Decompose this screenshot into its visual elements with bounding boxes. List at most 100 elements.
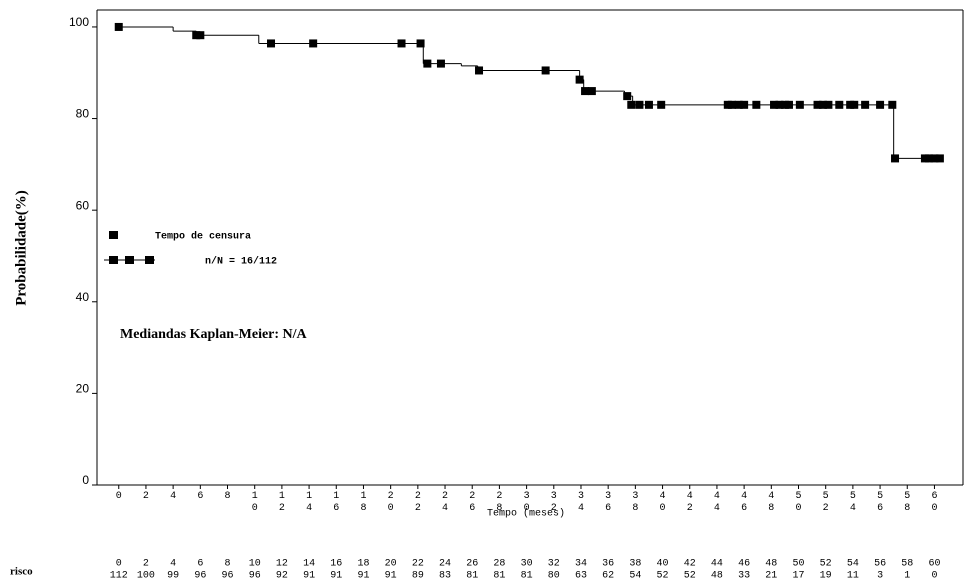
risk-time: 22	[412, 559, 424, 570]
y-tick-label: 0	[82, 473, 89, 487]
censor-mark	[623, 92, 632, 101]
censor-mark	[196, 31, 205, 40]
censor-mark	[267, 39, 276, 48]
censor-mark	[727, 100, 736, 109]
risk-count: 92	[276, 571, 288, 582]
censor-mark	[397, 39, 406, 48]
risk-time: 34	[575, 559, 587, 570]
risk-time: 48	[765, 559, 777, 570]
censor-mark	[644, 100, 653, 109]
risk-time: 52	[820, 559, 832, 570]
risk-time: 26	[466, 559, 478, 570]
risk-count: 54	[629, 571, 641, 582]
censor-mark	[723, 100, 732, 109]
risk-time: 50	[792, 559, 804, 570]
risk-time: 36	[602, 559, 614, 570]
risk-count: 81	[521, 571, 533, 582]
censor-mark	[876, 100, 885, 109]
x-tick-label: 6	[197, 491, 203, 502]
risk-time: 14	[303, 559, 315, 570]
risk-count: 96	[222, 571, 234, 582]
risk-count: 52	[657, 571, 669, 582]
risk-count: 52	[684, 571, 696, 582]
risk-time: 10	[249, 559, 261, 570]
risk-count: 96	[249, 571, 261, 582]
risk-count: 91	[385, 571, 397, 582]
censor-mark	[891, 154, 900, 163]
risk-count: 0	[931, 571, 937, 582]
risk-count: 11	[847, 571, 859, 582]
risk-time: 38	[629, 559, 641, 570]
risk-time: 24	[439, 559, 451, 570]
risk-count: 83	[439, 571, 451, 582]
censor-mark	[795, 100, 804, 109]
risk-time: 46	[738, 559, 750, 570]
risk-count: 48	[711, 571, 723, 582]
risk-count: 63	[575, 571, 587, 582]
censor-mark	[309, 39, 318, 48]
risk-count: 19	[820, 571, 832, 582]
y-axis-label: Probabilidade(%)	[13, 190, 29, 306]
legend-line-marker	[125, 256, 134, 264]
risk-count: 91	[357, 571, 369, 582]
legend-line-marker	[109, 256, 118, 264]
y-tick-label: 20	[76, 382, 90, 396]
censor-mark	[114, 22, 123, 31]
censor-mark	[935, 154, 944, 163]
risk-time: 4	[170, 559, 176, 570]
censor-mark	[581, 87, 590, 96]
x-tick-label: 4	[170, 491, 176, 502]
risk-count: 99	[167, 571, 179, 582]
censor-mark	[824, 100, 833, 109]
censor-mark	[784, 100, 793, 109]
risk-label: risco	[10, 566, 33, 578]
censor-mark	[920, 154, 929, 163]
risk-count: 21	[765, 571, 777, 582]
x-tick-label: 2	[143, 491, 149, 502]
risk-count: 89	[412, 571, 424, 582]
risk-time: 42	[684, 559, 696, 570]
risk-time: 58	[901, 559, 913, 570]
x-axis-label: Tempo (meses)	[487, 508, 565, 520]
censor-mark	[775, 100, 784, 109]
censor-mark	[416, 39, 425, 48]
risk-count: 91	[303, 571, 315, 582]
censor-mark	[850, 100, 859, 109]
legend-censor-swatch	[109, 231, 118, 239]
censor-mark	[925, 154, 934, 163]
censor-mark	[813, 100, 822, 109]
risk-count: 81	[493, 571, 505, 582]
censor-mark	[587, 87, 596, 96]
risk-time: 32	[548, 559, 560, 570]
censor-mark	[740, 100, 749, 109]
risk-time: 30	[521, 559, 533, 570]
risk-count: 3	[877, 571, 883, 582]
censor-mark	[575, 75, 584, 84]
censor-mark	[930, 154, 939, 163]
censor-mark	[192, 31, 201, 40]
censor-mark	[888, 100, 897, 109]
risk-count: 17	[792, 571, 804, 582]
x-tick-label: 0	[116, 491, 122, 502]
y-tick-label: 40	[76, 290, 90, 304]
